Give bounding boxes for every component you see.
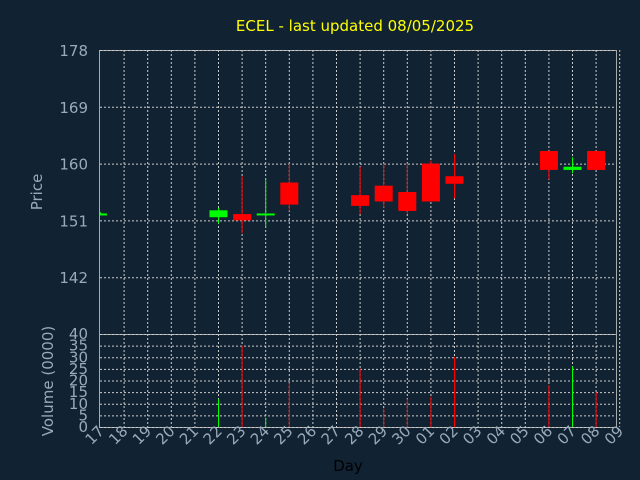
- day-tick-label: 08: [577, 422, 603, 448]
- price-axis-label: Price: [28, 174, 46, 211]
- day-tick-label: 29: [365, 422, 391, 448]
- price-panel-border: [99, 50, 617, 335]
- day-tick-label: 07: [554, 422, 580, 448]
- day-tick-label: 19: [129, 422, 155, 448]
- day-tick-label: 25: [270, 422, 296, 448]
- day-tick-label: 22: [200, 422, 226, 448]
- day-tick-label: 05: [506, 422, 532, 448]
- volume-axis-label: Volume (0000): [39, 326, 57, 436]
- volume-gridlines: [100, 334, 616, 428]
- price-tick-label: 142: [59, 269, 88, 287]
- volume-tick-label: 0: [78, 418, 88, 436]
- candle-body: [280, 182, 299, 205]
- day-tick-label: 27: [318, 422, 344, 448]
- volume-tick-label: 15: [69, 383, 88, 401]
- volume-tick-label: 10: [69, 395, 88, 413]
- candle-body: [421, 163, 440, 202]
- price-tick-label: 151: [59, 212, 88, 230]
- candles: [100, 150, 606, 234]
- day-tick-label: 06: [530, 422, 556, 448]
- day-tick-label: 01: [412, 422, 438, 448]
- chart-title: ECEL - last updated 08/05/2025: [236, 17, 474, 35]
- day-tick-label: 28: [341, 422, 367, 448]
- day-tick-label: 30: [388, 422, 414, 448]
- day-tick-label: 09: [601, 422, 627, 448]
- volume-tick-label: 20: [69, 372, 88, 390]
- volume-tick-label: 30: [69, 348, 88, 366]
- volume-tick-label: 25: [69, 360, 88, 378]
- day-tick-label: 03: [459, 422, 485, 448]
- volume-tick-label: 35: [69, 337, 88, 355]
- price-tick-label: 160: [59, 156, 88, 174]
- candle-body: [233, 214, 252, 221]
- candle-body: [587, 150, 606, 170]
- volume-tick-label: 5: [78, 406, 88, 424]
- day-tick-label: 02: [436, 422, 462, 448]
- price-tick-label: 169: [59, 99, 88, 117]
- day-tick-label: 24: [247, 422, 273, 448]
- price-gridlines: [100, 50, 616, 279]
- price-tick-label: 178: [59, 42, 88, 60]
- candle-body: [256, 213, 275, 216]
- volume-bars: [218, 345, 597, 427]
- day-tick-labels: 1718192021222324252627282930010203040506…: [82, 422, 627, 448]
- day-tick-label: 26: [294, 422, 320, 448]
- day-tick-label: 21: [176, 422, 202, 448]
- candle-body: [209, 210, 228, 218]
- vertical-gridlines: [123, 50, 621, 427]
- day-tick-label: 18: [105, 422, 131, 448]
- candle-body: [563, 166, 582, 170]
- candle-body: [351, 195, 370, 206]
- day-tick-label: 04: [483, 422, 509, 448]
- volume-tick-label: 40: [69, 325, 88, 343]
- price-tick-labels: 178 169 160 151 142: [59, 42, 88, 287]
- candle-body: [398, 192, 417, 211]
- candle-body: [445, 176, 464, 184]
- candle-body: [374, 185, 393, 202]
- candle-body: [100, 213, 107, 216]
- x-axis-label: Day: [333, 457, 363, 475]
- candle-body: [539, 150, 558, 170]
- day-tick-label: 23: [223, 422, 249, 448]
- day-tick-label: 20: [152, 422, 178, 448]
